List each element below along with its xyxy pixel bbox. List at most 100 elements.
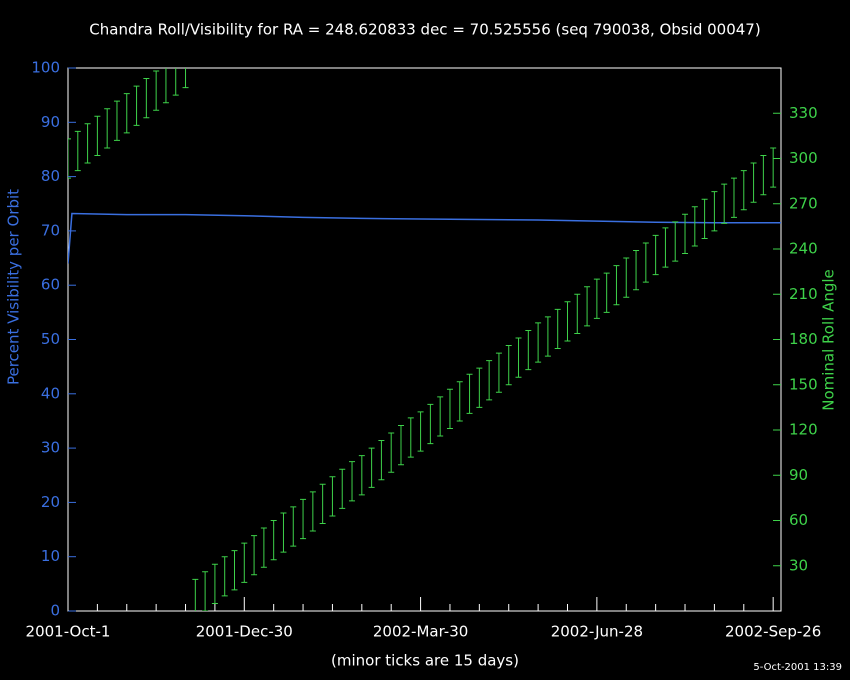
y-tick-label: 70	[41, 221, 60, 239]
roll-range	[701, 198, 708, 239]
roll-range	[68, 138, 71, 179]
roll-range	[270, 520, 277, 561]
roll-range	[525, 329, 532, 371]
plot-area	[68, 68, 781, 611]
y-tick-label: 30	[41, 439, 60, 457]
roll-range	[84, 123, 91, 164]
x-axis-label: (minor ticks are 15 days)	[331, 652, 519, 670]
roll-range	[221, 556, 228, 597]
roll-range	[427, 403, 434, 445]
roll-range	[300, 498, 307, 540]
roll-range	[760, 154, 767, 196]
roll-range	[319, 483, 326, 525]
y-tick-label: 60	[41, 276, 60, 294]
roll-range	[456, 381, 463, 422]
y2-tick-label: 270	[789, 194, 818, 212]
roll-range	[339, 468, 346, 509]
y2-tick-label: 120	[789, 421, 818, 439]
y2-tick-label: 30	[789, 556, 808, 574]
y-tick-label: 0	[50, 602, 60, 620]
y2-tick-label: 150	[789, 375, 818, 393]
y2-tick-label: 210	[789, 285, 818, 303]
roll-range	[74, 130, 81, 172]
x-tick-label: 2002-Mar-30	[373, 623, 468, 641]
y2-tick-label: 240	[789, 240, 818, 258]
roll-range	[172, 68, 179, 96]
plot-frame	[67, 67, 782, 612]
roll-range	[251, 535, 258, 576]
roll-range	[397, 424, 404, 466]
roll-range	[584, 286, 591, 327]
roll-range	[94, 115, 101, 156]
visibility-line	[68, 212, 781, 264]
y2-axis-label: Nominal Roll Angle	[820, 269, 838, 411]
y2-tick-label: 180	[789, 330, 818, 348]
roll-range	[682, 213, 689, 255]
roll-range	[349, 461, 356, 502]
x-tick-label: 2002-Sep-26	[725, 623, 821, 641]
roll-range	[633, 250, 640, 291]
roll-range	[407, 417, 414, 458]
timestamp: 5-Oct-2001 13:39	[753, 662, 842, 673]
y2-tick-label: 60	[789, 511, 808, 529]
y-tick-label: 90	[41, 113, 60, 131]
x-tick-label: 2001-Oct-1	[26, 623, 111, 641]
roll-range	[123, 93, 130, 134]
roll-range	[544, 316, 551, 357]
roll-range	[378, 440, 385, 481]
roll-range	[505, 345, 512, 386]
y2-tick-label: 300	[789, 149, 818, 167]
roll-range	[662, 227, 669, 268]
roll-range	[691, 206, 698, 247]
roll-range	[515, 337, 522, 378]
roll-range	[260, 527, 267, 568]
x-tick-label: 2002-Jun-28	[551, 623, 643, 641]
roll-range	[202, 571, 209, 611]
roll-range	[495, 352, 502, 393]
roll-range	[613, 265, 620, 306]
y-axis-label: Percent Visibility per Orbit	[5, 189, 23, 385]
roll-range	[113, 100, 120, 141]
roll-range	[623, 257, 630, 298]
roll-range	[133, 85, 140, 126]
y2-tick-label: 90	[789, 466, 808, 484]
roll-range	[476, 367, 483, 408]
roll-range	[593, 278, 600, 319]
roll-range	[564, 301, 571, 342]
y-tick-label: 40	[41, 384, 60, 402]
roll-range	[231, 550, 238, 591]
roll-range	[143, 78, 150, 119]
y-tick-label: 50	[41, 330, 60, 348]
chart-title: Chandra Roll/Visibility for RA = 248.620…	[89, 21, 760, 39]
roll-range	[280, 512, 287, 553]
roll-range	[290, 506, 297, 547]
roll-range	[192, 578, 199, 611]
roll-range	[368, 447, 375, 488]
roll-range	[642, 242, 649, 283]
roll-range	[554, 308, 561, 350]
roll-range	[486, 360, 493, 401]
x-tick-label: 2001-Dec-30	[196, 623, 293, 641]
roll-range	[721, 183, 728, 224]
roll-range	[388, 432, 395, 473]
roll-range	[162, 68, 169, 104]
roll-range	[672, 221, 679, 262]
roll-range	[182, 68, 189, 89]
roll-range	[153, 70, 160, 111]
roll-range	[730, 177, 737, 218]
roll-range	[104, 108, 111, 149]
roll-range	[417, 411, 424, 452]
roll-range	[652, 234, 659, 276]
roll-range	[770, 147, 777, 188]
roll-range	[603, 272, 610, 313]
roll-range	[437, 396, 444, 437]
roll-range	[211, 563, 218, 604]
y-tick-label: 10	[41, 547, 60, 565]
roll-range	[535, 322, 542, 363]
roll-range	[309, 491, 316, 532]
roll-range	[446, 388, 453, 429]
roll-range	[466, 373, 473, 414]
y-tick-label: 100	[31, 59, 60, 77]
roll-range	[358, 455, 365, 496]
